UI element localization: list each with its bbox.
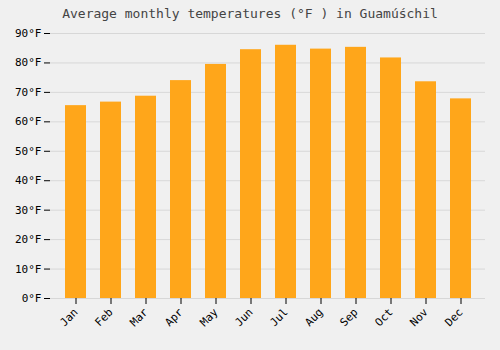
svg-text:Dec: Dec bbox=[442, 306, 465, 329]
svg-text:0°F: 0°F bbox=[22, 292, 42, 305]
svg-text:May: May bbox=[197, 305, 221, 329]
svg-text:60°F: 60°F bbox=[15, 115, 42, 128]
svg-text:90°F: 90°F bbox=[15, 27, 42, 40]
svg-text:40°F: 40°F bbox=[15, 174, 42, 187]
svg-text:30°F: 30°F bbox=[15, 204, 42, 217]
svg-text:Feb: Feb bbox=[92, 306, 115, 329]
svg-text:70°F: 70°F bbox=[15, 86, 42, 99]
svg-text:Oct: Oct bbox=[372, 306, 395, 329]
svg-text:Aug: Aug bbox=[302, 306, 325, 329]
svg-text:50°F: 50°F bbox=[15, 145, 42, 158]
html-text:Average monthly temperatures (: Average monthly temperatures (°F ) in Gu… bbox=[62, 6, 438, 21]
svg-text:Jul: Jul bbox=[267, 306, 290, 329]
svg-text:Apr: Apr bbox=[162, 305, 186, 329]
svg-text:Nov: Nov bbox=[407, 305, 431, 329]
svg-text:Jun: Jun bbox=[232, 306, 255, 329]
svg-text:Mar: Mar bbox=[127, 305, 151, 329]
svg-text:10°F: 10°F bbox=[15, 263, 42, 276]
svg-text:20°F: 20°F bbox=[15, 233, 42, 246]
svg-text:Jan: Jan bbox=[57, 306, 80, 329]
svg-text:Sep: Sep bbox=[337, 306, 360, 329]
svg-text:80°F: 80°F bbox=[15, 56, 42, 69]
